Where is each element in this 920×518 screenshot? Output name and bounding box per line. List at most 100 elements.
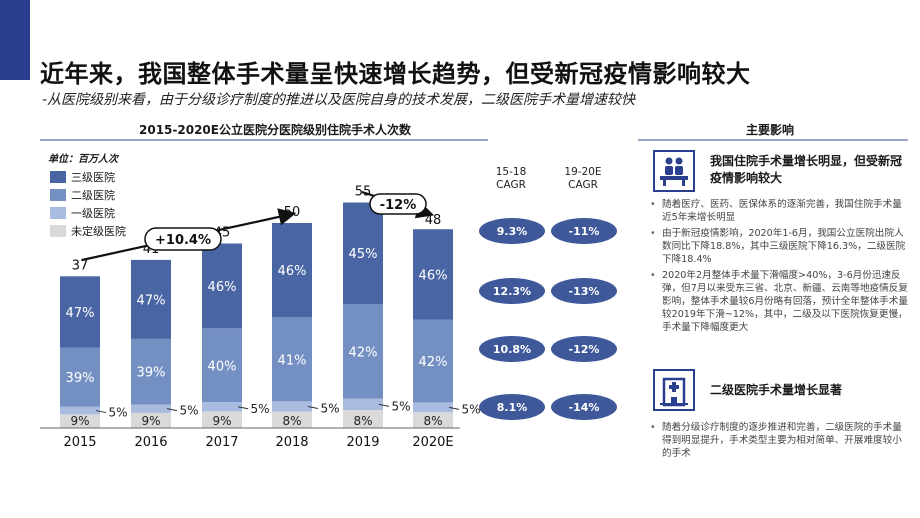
- bar-data-label: 5%: [179, 404, 198, 418]
- bar-segment: [131, 338, 171, 405]
- growth-badge: [144, 227, 222, 251]
- bar-data-label: 9%: [212, 414, 231, 428]
- list-item: 随着医疗、医药、医保体系的逐渐完善，我国住院手术量近5年来增长明显: [648, 198, 910, 224]
- cagr-value-1518: 12.3%: [493, 285, 531, 298]
- list-item: 随着分级诊疗制度的逐步推进和完善，二级医院的手术量得到明显提升，手术类型主要为相…: [648, 421, 910, 460]
- surgery-icon: [653, 150, 695, 192]
- decline-badge-label: -12%: [380, 198, 417, 213]
- legend-item-tier1: 一级医院: [50, 204, 126, 222]
- cagr-oval: [479, 218, 545, 244]
- bar-segment: [343, 202, 383, 304]
- bar-data-label: 5%: [391, 399, 410, 413]
- bar-data-label: 5%: [461, 402, 480, 416]
- bar-data-label: 5%: [320, 401, 339, 415]
- cagr-value-1920: -13%: [569, 285, 600, 298]
- bar-data-label: 41%: [278, 353, 307, 368]
- bar-data-label: 9%: [141, 414, 160, 428]
- panel-bullets-2: 随着分级诊疗制度的逐步推进和完善，二级医院的手术量得到明显提升，手术类型主要为相…: [648, 421, 910, 463]
- x-tick-label: 2018: [275, 435, 308, 450]
- bar-segment: [272, 317, 312, 402]
- list-item: 2020年2月整体手术量下滑幅度>40%，3-6月份迅速反弹，但7月以来受东三省…: [648, 269, 910, 334]
- bar-data-label: 9%: [70, 414, 89, 428]
- bar-data-label: 46%: [278, 264, 307, 279]
- bar-segment: [272, 401, 312, 412]
- panel-title: 主要影响: [745, 123, 794, 137]
- bar-segment: [60, 406, 100, 415]
- x-tick-label: 2017: [205, 435, 238, 450]
- bar-data-label: 8%: [282, 414, 301, 428]
- bar-data-label: 45%: [349, 247, 378, 262]
- growth-badge-label: +10.4%: [155, 233, 211, 248]
- panel-title-rule: [638, 139, 908, 141]
- bar-data-label: 46%: [419, 268, 448, 283]
- cagr-oval: [551, 394, 617, 420]
- bar-data-label: 39%: [137, 366, 166, 381]
- bar-segment: [272, 411, 312, 428]
- bar-segment: [60, 347, 100, 407]
- bar-segment: [202, 328, 242, 403]
- x-tick-label: 2020E: [412, 435, 453, 450]
- bar-data-label: 47%: [137, 293, 166, 308]
- bar-segment: [413, 319, 453, 403]
- cagr-value-1518: 10.8%: [493, 343, 531, 356]
- bar-total-label: 37: [72, 258, 89, 273]
- bar-data-label: 40%: [208, 359, 237, 374]
- cagr-oval: [479, 336, 545, 362]
- cagr-value-1920: -11%: [569, 225, 600, 238]
- bar-data-label: 8%: [423, 414, 442, 428]
- leader-line: [378, 403, 390, 407]
- bar-segment: [60, 276, 100, 348]
- chart-legend: 三级医院 二级医院 一级医院 未定级医院: [50, 168, 126, 240]
- x-tick-label: 2016: [134, 435, 167, 450]
- bar-total-label: 50: [284, 205, 301, 220]
- cagr-oval: [551, 336, 617, 362]
- x-tick-label: 2019: [346, 435, 379, 450]
- cagr-header-1518: 15-18 CAGR: [495, 166, 527, 191]
- legend-item-unrated: 未定级医院: [50, 222, 126, 240]
- cagr-value-1920: -14%: [569, 401, 600, 414]
- leader-line: [307, 405, 319, 409]
- bar-segment: [343, 398, 383, 410]
- leader-line: [95, 410, 107, 414]
- list-item: 由于新冠疫情影响，2020年1-6月，我国公立医院出院人数同比下降18.8%，其…: [648, 227, 910, 266]
- bar-total-label: 48: [425, 213, 442, 228]
- chart-title-rule: [40, 139, 488, 141]
- bar-segment: [131, 412, 171, 428]
- bar-segment: [202, 243, 242, 329]
- bar-segment: [202, 402, 242, 412]
- leader-line: [166, 408, 178, 412]
- bar-data-label: 46%: [208, 280, 237, 295]
- bar-segment: [343, 409, 383, 428]
- bar-data-label: 5%: [250, 402, 269, 416]
- bar-data-label: 42%: [349, 345, 378, 360]
- bar-segment: [413, 412, 453, 428]
- bar-data-label: 39%: [66, 371, 95, 386]
- cagr-oval: [551, 278, 617, 304]
- panel-heading-2: 二级医院手术量增长显著: [710, 383, 843, 397]
- cagr-value-1518: 8.1%: [497, 401, 528, 414]
- bar-data-label: 8%: [353, 414, 372, 428]
- cagr-oval: [479, 278, 545, 304]
- legend-item-tier2: 二级医院: [50, 186, 126, 204]
- cagr-oval: [551, 218, 617, 244]
- chart-title: 2015-2020E公立医院分医院级别住院手术人次数: [139, 123, 411, 137]
- bar-data-label: 5%: [108, 406, 127, 420]
- bar-data-label: 42%: [419, 355, 448, 370]
- panel-heading-1: 我国住院手术量增长明显，但受新冠疫情影响较大: [710, 154, 903, 185]
- panel-bullets-1: 随着医疗、医药、医保体系的逐渐完善，我国住院手术量近5年来增长明显 由于新冠疫情…: [648, 198, 910, 337]
- bar-segment: [272, 223, 312, 318]
- page-title: 近年来，我国整体手术量呈快速增长趋势，但受新冠疫情影响较大: [40, 60, 751, 88]
- bar-data-label: 47%: [66, 306, 95, 321]
- leader-line: [448, 406, 460, 410]
- leader-line: [237, 406, 249, 410]
- bar-segment: [413, 402, 453, 413]
- hospital-icon: [653, 369, 695, 411]
- decline-badge: [369, 193, 427, 215]
- corner-accent: [0, 0, 30, 80]
- x-tick-label: 2015: [63, 435, 96, 450]
- page-subtitle: -从医院级别来看，由于分级诊疗制度的推进以及医院自身的技术发展，二级医院手术量增…: [42, 92, 636, 108]
- cagr-value-1518: 9.3%: [497, 225, 528, 238]
- cagr-value-1920: -12%: [569, 343, 600, 356]
- bar-segment: [413, 229, 453, 320]
